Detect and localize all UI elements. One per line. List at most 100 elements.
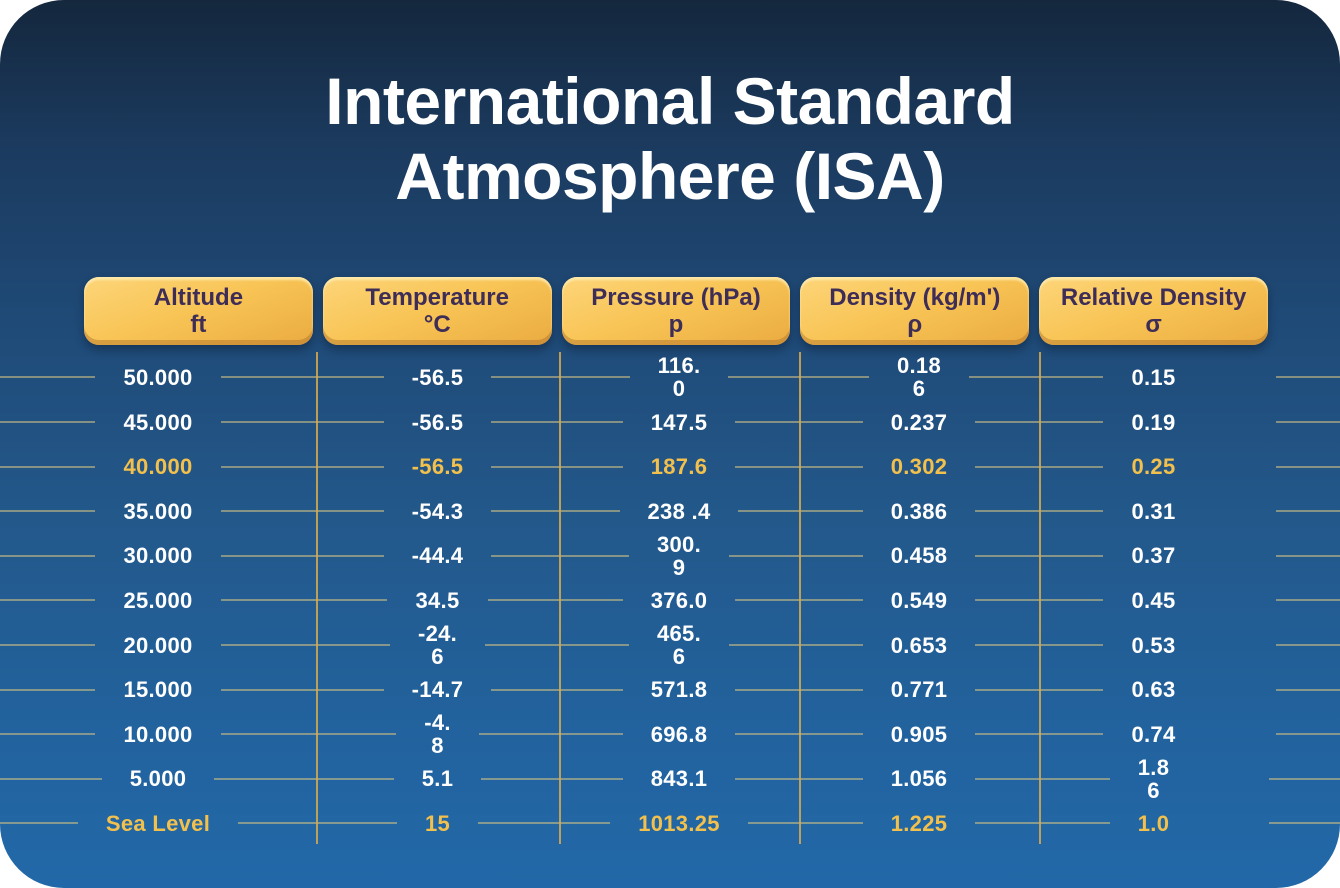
grid-line-segment [1275,465,1340,468]
table-cell: 238 .4 [559,489,799,534]
grid-line-segment [0,421,96,424]
grid-line-segment [1039,777,1110,780]
grid-line-segment [478,733,560,736]
grid-line-segment [559,376,630,379]
cell-value: 0.45 [1131,587,1176,613]
cell-value: 0.302 [890,454,948,480]
grid-line-segment [316,777,394,780]
grid-line-segment [559,421,623,424]
table-cell: 35.000 [0,489,316,534]
grid-line-segment [799,465,863,468]
grid-line-segment [316,554,384,557]
cell-value: 40.000 [123,454,193,480]
grid-line-segment [975,510,1039,513]
grid-line-segment [316,733,397,736]
cell-value: 187.6 [650,454,708,480]
table-row: 30.000 -44.4 300. 9 0.458 0.37 [0,533,1340,579]
grid-line-segment [0,510,96,513]
grid-line-segment [0,465,96,468]
grid-line-segment [559,777,623,780]
grid-line-segment [735,465,799,468]
grid-line-segment [1039,510,1104,513]
table-row: 20.000 -24. 6 465. 6 0.653 0.53 [0,621,1340,670]
grid-line-segment [316,599,388,602]
grid-line-segment [1039,599,1104,602]
header-pill-pressure: Pressure (hPa) p [561,277,791,346]
grid-line-segment [316,376,384,379]
table-row: 10.000 -4. 8 696.8 0.905 0.74 [0,711,1340,757]
grid-line-segment [220,510,316,513]
table-cell: -44.4 [316,534,559,579]
table-cell: 15.000 [0,667,316,712]
column-divider-line [316,352,318,844]
grid-line-segment [0,777,102,780]
cell-value: -56.5 [411,454,464,480]
table-cell: 0.18 6 [799,353,1039,402]
grid-line-segment [975,777,1039,780]
table-cell: -54.3 [316,489,559,534]
grid-line-segment [799,777,863,780]
table-cell: 0.25 [1039,444,1340,489]
grid-line-segment [975,733,1039,736]
cell-value: 1.056 [890,766,948,792]
cell-value: 1.0 [1137,810,1170,836]
header-label: Altitude [153,283,244,311]
table-cell: 0.19 [1039,400,1340,445]
header-pill-relative-density: Relative Density σ [1039,277,1268,346]
grid-line-segment [559,554,629,557]
grid-line-segment [1275,599,1340,602]
grid-line-segment [735,421,799,424]
table-cell: 187.6 [559,444,799,489]
table-cell: 25.000 [0,578,316,623]
cell-value: 696.8 [650,721,708,747]
cell-value: 0.549 [890,587,948,613]
grid-line-segment [1039,822,1110,825]
grid-line-segment [975,599,1039,602]
grid-line-segment [1269,822,1340,825]
table-cell: 0.386 [799,489,1039,534]
cell-value: 34.5 [415,587,460,613]
grid-line-segment [735,688,799,691]
cell-value: -24. 6 [417,621,458,670]
table-cell: 0.15 [1039,355,1340,400]
grid-line-segment [1275,644,1340,647]
grid-line-segment [1275,554,1340,557]
grid-line-segment [0,554,96,557]
grid-line-segment [491,688,559,691]
grid-line-segment [0,599,96,602]
grid-line-segment [0,822,78,825]
cell-value: 10.000 [123,721,193,747]
header-label: Relative Density [1060,283,1247,311]
cell-value: 15 [424,810,451,836]
table-cell: -24. 6 [316,621,560,670]
grid-line-segment [491,510,559,513]
cell-value: 30.000 [123,543,193,569]
column-divider-line [1039,352,1041,844]
grid-line-segment [559,465,623,468]
table-cell: 0.302 [799,444,1039,489]
header-label: Density (kg/m') [829,283,1001,311]
table-row-highlighted: 40.000 -56.5 187.6 0.302 0.25 [0,444,1340,489]
cell-value: 0.653 [890,632,948,658]
page-title-line2: Atmosphere (ISA) [395,138,945,213]
table-cell: 5.1 [316,757,560,802]
cell-value: 571.8 [650,677,708,703]
grid-line-segment [799,822,863,825]
grid-line-segment [220,421,316,424]
grid-line-segment [220,644,316,647]
cell-value: 0.18 6 [896,353,942,402]
cell-value: 25.000 [123,587,193,613]
grid-line-segment [316,465,384,468]
header-pill-altitude: Altitude ft [84,277,313,346]
cell-value: 15.000 [123,677,193,703]
grid-line-segment [220,465,316,468]
cell-value: 0.458 [890,543,948,569]
grid-line-segment [214,777,316,780]
grid-line-segment [735,777,799,780]
page-title-line1: International Standard [325,64,1015,138]
header-label: Temperature [365,283,509,311]
grid-line-segment [747,822,799,825]
table-cell: 300. 9 [559,533,799,579]
cell-value: 0.15 [1131,364,1176,390]
table-row: 25.000 34.5 376.0 0.549 0.45 [0,578,1340,623]
